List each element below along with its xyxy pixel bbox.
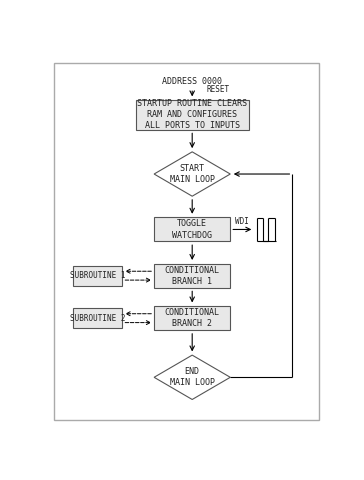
Text: CONDITIONAL
BRANCH 1: CONDITIONAL BRANCH 1 [165,265,220,286]
Text: TOGGLE
WATCHDOG: TOGGLE WATCHDOG [172,219,212,240]
Bar [154,306,230,330]
Text: ADDRESS 0000: ADDRESS 0000 [162,77,222,86]
Bar [154,264,230,288]
Text: CONDITIONAL
BRANCH 2: CONDITIONAL BRANCH 2 [165,308,220,328]
Text: WDI: WDI [234,217,248,226]
Bar [154,217,230,241]
Bar [73,265,122,286]
Text: START
MAIN LOOP: START MAIN LOOP [170,164,215,184]
Polygon shape [154,355,230,399]
Text: END
MAIN LOOP: END MAIN LOOP [170,367,215,387]
Bar [73,308,122,328]
Text: SUBROUTINE 1: SUBROUTINE 1 [70,271,126,280]
Text: RESET: RESET [206,85,229,94]
Text: SUBROUTINE 2: SUBROUTINE 2 [70,313,126,323]
Polygon shape [154,152,230,196]
Text: STARTUP ROUTINE CLEARS
RAM AND CONFIGURES
ALL PORTS TO INPUTS: STARTUP ROUTINE CLEARS RAM AND CONFIGURE… [137,99,247,131]
Bar [136,100,249,130]
